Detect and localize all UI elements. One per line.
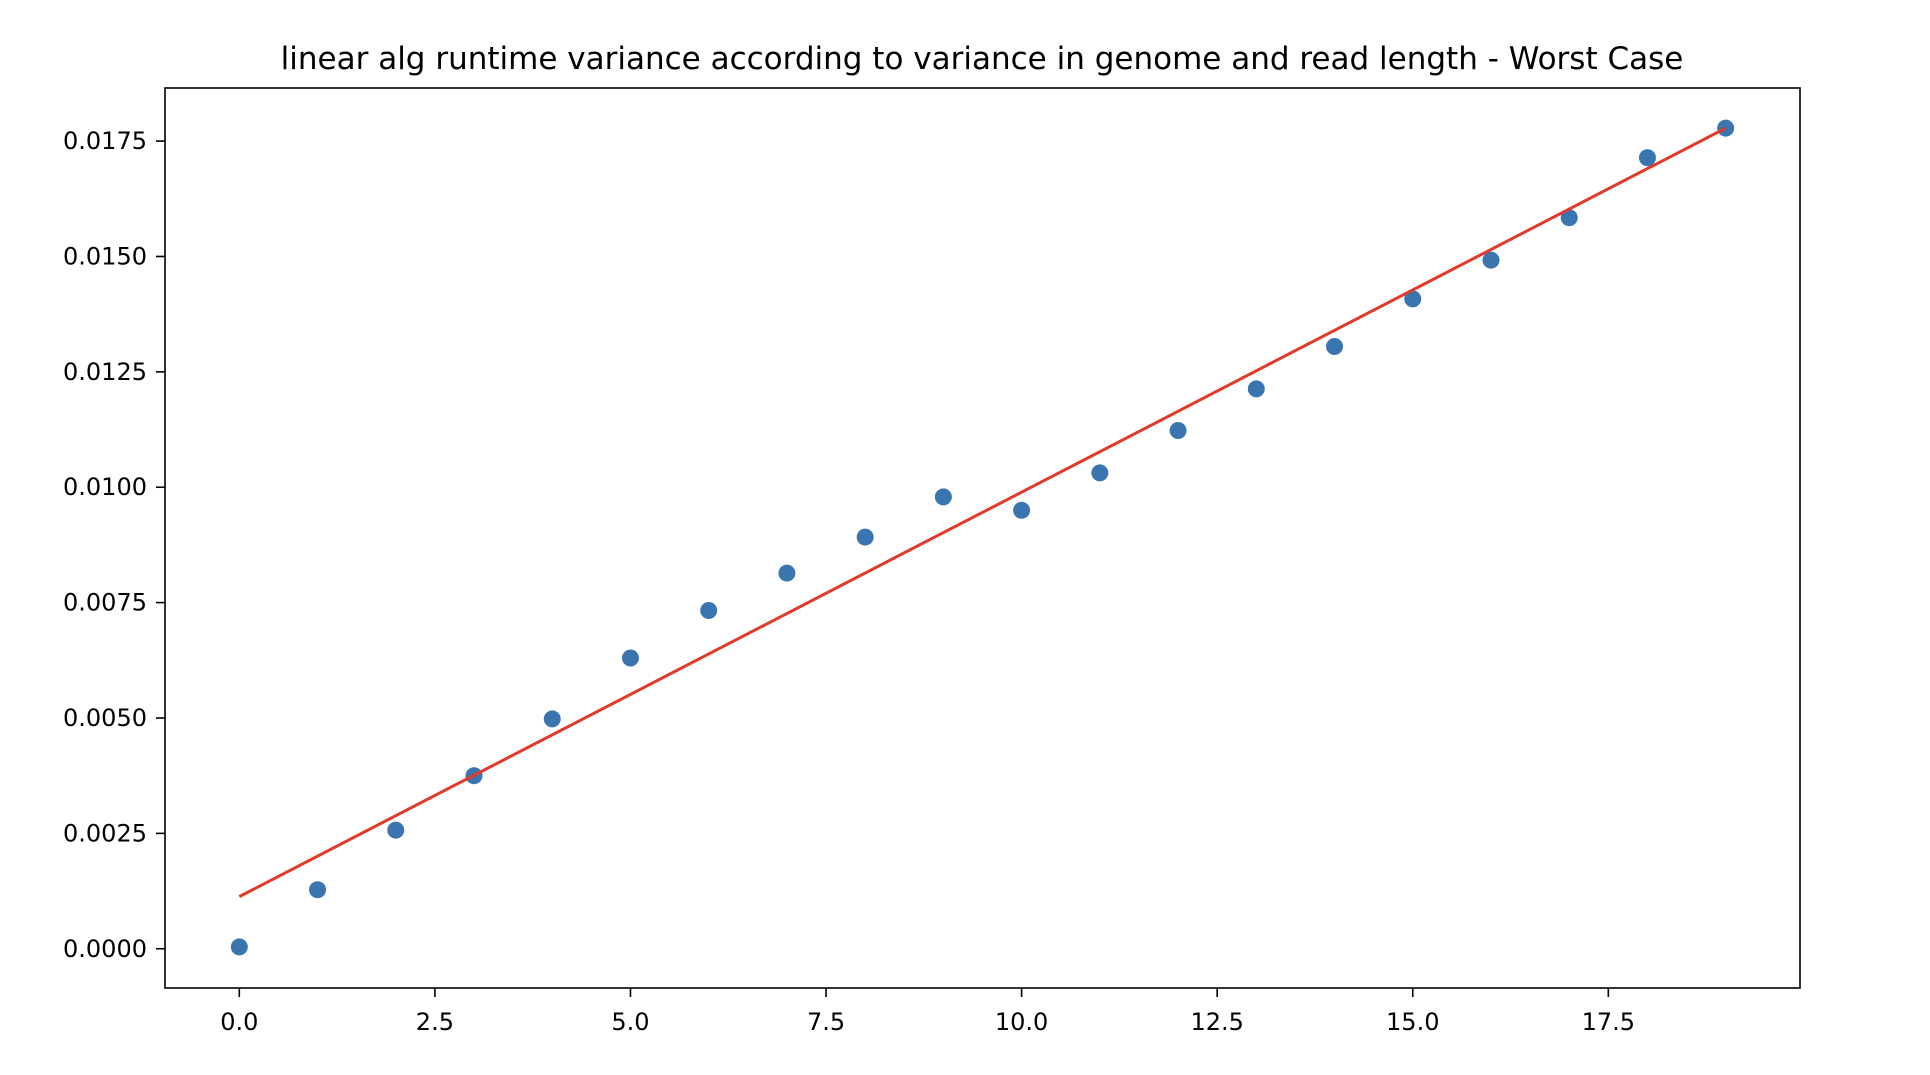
data-point [1326,337,1344,355]
x-tick-label: 12.5 [1190,1008,1243,1036]
y-tick-label: 0.0150 [63,242,147,270]
x-tick-label: 2.5 [416,1008,454,1036]
chart-title: linear alg runtime variance according to… [281,41,1684,77]
data-point [1404,290,1422,308]
x-tick-label: 15.0 [1386,1008,1439,1036]
data-point [1482,251,1500,269]
data-point [309,881,327,899]
x-axis: 0.0 2.5 5.0 7.5 10.0 12.5 15.0 17.5 [220,988,1635,1036]
data-point [1169,421,1187,439]
data-point [230,938,248,956]
x-tick-label: 7.5 [807,1008,845,1036]
y-axis: 0.0000 0.0025 0.0050 0.0075 0.0100 0.0125 0.01… [63,127,165,963]
trend-line [238,126,1727,898]
plot-frame [164,87,1801,989]
y-tick-label: 0.0075 [63,589,147,617]
y-tick-label: 0.0025 [63,819,147,847]
data-point [1247,380,1265,398]
x-tick-label: 17.5 [1582,1008,1635,1036]
plot-area [230,119,1735,956]
data-point [856,528,874,546]
data-point [621,649,639,667]
data-point [778,564,796,582]
x-tick-label: 5.0 [611,1008,649,1036]
data-point [700,601,718,619]
data-point [1091,464,1109,482]
y-tick-label: 0.0000 [63,935,147,963]
y-tick-label: 0.0050 [63,704,147,732]
data-point [1638,149,1656,167]
y-tick-label: 0.0125 [63,358,147,386]
x-tick-label: 0.0 [220,1008,258,1036]
y-tick-label: 0.0100 [63,473,147,501]
x-tick-label: 10.0 [995,1008,1048,1036]
y-tick-label: 0.0175 [63,127,147,155]
data-point [1013,501,1031,519]
data-point [1560,209,1578,227]
data-point [543,710,561,728]
data-point [387,821,405,839]
data-point [934,488,952,506]
